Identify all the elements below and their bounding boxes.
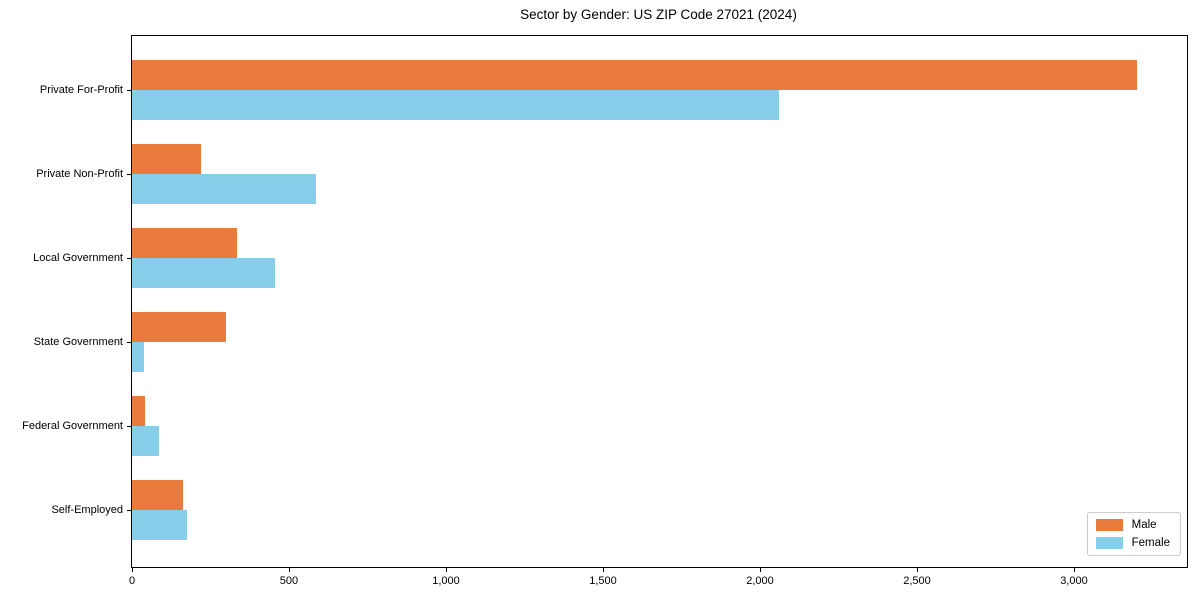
x-tick-label: 2,500 xyxy=(903,575,931,587)
bar-female-2 xyxy=(132,173,316,204)
legend-swatch-female xyxy=(1095,537,1123,549)
x-tick-mark xyxy=(132,567,133,572)
y-tick-mark xyxy=(127,509,132,511)
x-tick-label: 0 xyxy=(128,575,136,587)
x-tick-label: 1,000 xyxy=(432,575,460,587)
x-tick-label: 500 xyxy=(279,575,299,587)
plot-area: Private For-Profit Private Non-Profit Loca… xyxy=(22,35,1188,587)
y-tick-label: Local Government xyxy=(33,251,123,264)
bar-male-4 xyxy=(132,311,226,342)
x-tick-mark xyxy=(288,567,290,572)
y-tick-label: Private For-Profit xyxy=(39,84,123,96)
bar-male-6 xyxy=(132,479,183,510)
y-tick-mark xyxy=(127,425,132,427)
bar-female-4 xyxy=(132,341,144,372)
bar-female-3 xyxy=(132,257,276,288)
legend-entry-female: Female xyxy=(1095,537,1170,549)
x-tick-mark xyxy=(602,567,604,572)
bar-female-6 xyxy=(132,509,187,540)
x-tick-mark xyxy=(759,567,761,572)
legend-label-female: Female xyxy=(1131,537,1170,549)
legend: Male Female xyxy=(1086,512,1181,556)
legend-entry-male: Male xyxy=(1095,519,1170,531)
bar-male-5 xyxy=(132,395,145,426)
x-tick-label: 1,500 xyxy=(589,575,617,587)
x-tick-mark xyxy=(445,567,447,572)
x-tick-mark xyxy=(916,567,918,572)
y-tick-label: Self-Employed xyxy=(51,503,123,516)
y-tick-mark xyxy=(127,173,132,175)
x-tick-label: 3,000 xyxy=(1060,575,1088,587)
bar-male-1 xyxy=(132,60,1137,90)
x-tick-mark xyxy=(1073,567,1075,572)
chart-title: Sector by Gender: US ZIP Code 27021 (202… xyxy=(520,7,797,22)
y-tick-label: Federal Government xyxy=(22,419,123,432)
y-tick-label: Private Non-Profit xyxy=(36,167,123,180)
legend-swatch-male xyxy=(1095,519,1123,531)
bar-male-2 xyxy=(132,143,202,174)
bar-female-1 xyxy=(132,90,779,120)
bar-female-5 xyxy=(132,425,159,456)
y-tick-mark xyxy=(127,341,132,343)
legend-label-male: Male xyxy=(1131,519,1157,531)
y-tick-mark xyxy=(127,257,132,259)
y-tick-mark xyxy=(127,90,132,91)
y-tick-label: State Government xyxy=(33,335,123,348)
x-tick-label: 2,000 xyxy=(746,575,774,587)
bar-male-3 xyxy=(132,227,237,258)
